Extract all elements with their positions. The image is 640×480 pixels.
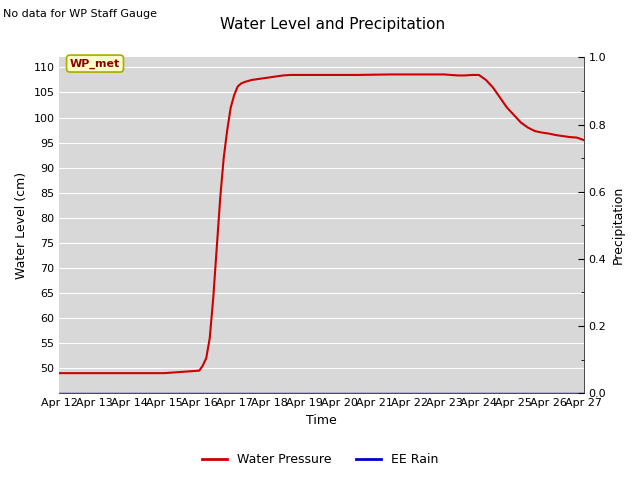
Text: WP_met: WP_met (70, 59, 120, 69)
Y-axis label: Water Level (cm): Water Level (cm) (15, 172, 28, 279)
X-axis label: Time: Time (307, 414, 337, 427)
Text: Water Level and Precipitation: Water Level and Precipitation (220, 17, 445, 32)
Text: No data for WP Staff Gauge: No data for WP Staff Gauge (3, 9, 157, 19)
Y-axis label: Precipitation: Precipitation (612, 186, 625, 264)
Legend: Water Pressure, EE Rain: Water Pressure, EE Rain (196, 448, 444, 471)
